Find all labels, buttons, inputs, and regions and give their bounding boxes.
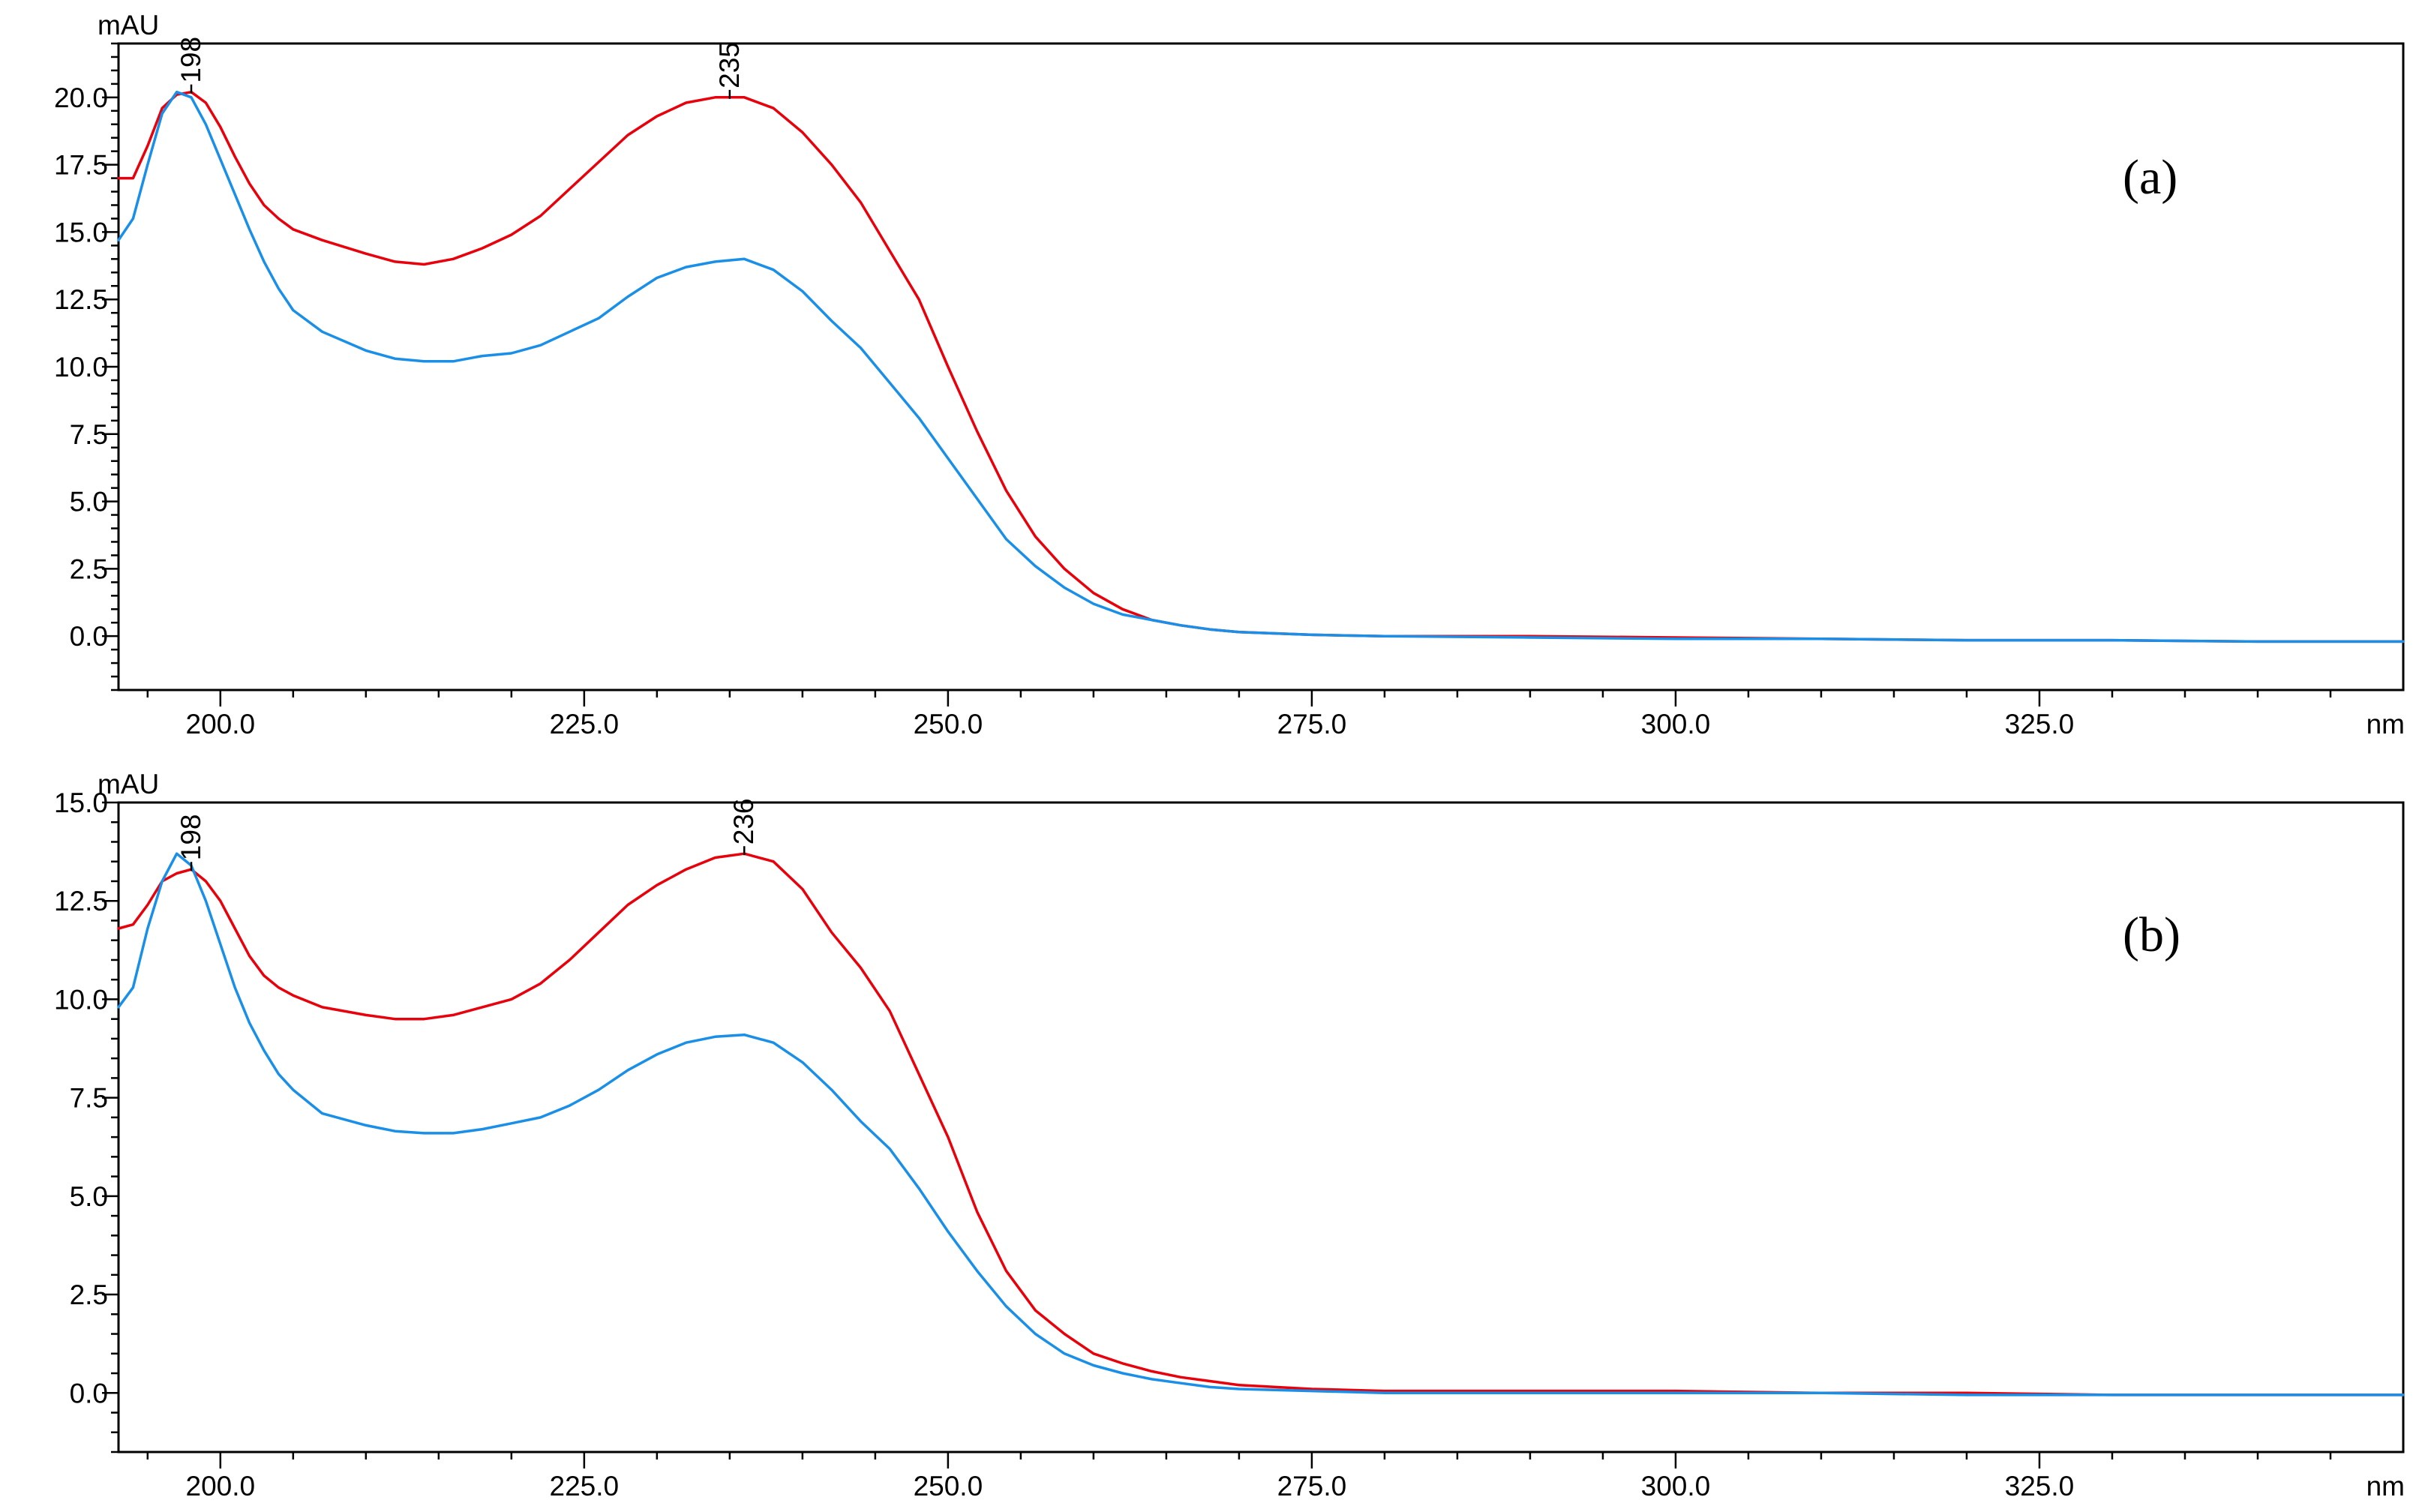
y-tick-label: 17.5	[54, 150, 108, 181]
y-unit-label: mAU	[98, 10, 159, 40]
y-tick-label: 0.0	[70, 621, 108, 652]
peak-label: 198	[176, 37, 206, 83]
x-tick-label: 225.0	[550, 709, 620, 740]
spectrum-line-red	[117, 90, 2405, 644]
spectrum-line-red	[117, 852, 2405, 1396]
x-tick-label: 250.0	[914, 709, 983, 740]
x-tick-label: 325.0	[2005, 1471, 2075, 1502]
y-tick-label: 7.5	[70, 419, 108, 450]
y-tick-label: 0.0	[70, 1378, 108, 1408]
plot-frame	[117, 801, 2405, 1454]
y-unit-label: mAU	[98, 769, 159, 800]
y-tick-label: 5.0	[70, 1181, 108, 1212]
y-tick-label: 12.5	[54, 886, 108, 916]
peak-label: 198	[176, 814, 206, 860]
plot-frame	[117, 42, 2405, 692]
y-tick-label: 12.5	[54, 284, 108, 315]
x-tick-label: 275.0	[1277, 1471, 1347, 1502]
x-tick-label: 275.0	[1277, 709, 1347, 740]
y-tick-label: 15.0	[54, 217, 108, 248]
y-tick-label: 2.5	[70, 554, 108, 584]
spectrum-line-blue	[117, 90, 2405, 644]
peak-label: 235	[714, 42, 745, 88]
x-tick-label: 300.0	[1641, 1471, 1711, 1502]
panel-label: (a)	[2123, 150, 2177, 205]
x-tick-label: 325.0	[2005, 709, 2075, 740]
y-tick-label: 10.0	[54, 984, 108, 1015]
y-tick-label: 7.5	[70, 1083, 108, 1114]
y-tick-label: 15.0	[54, 788, 108, 818]
y-tick-label: 10.0	[54, 352, 108, 382]
y-tick-label: 20.0	[54, 82, 108, 113]
x-unit-label: nm	[2366, 1471, 2405, 1502]
panel-label: (b)	[2123, 908, 2180, 962]
x-unit-label: nm	[2366, 709, 2405, 740]
peak-label: 236	[728, 798, 759, 844]
spectrum-line-blue	[117, 852, 2405, 1396]
x-tick-label: 300.0	[1641, 709, 1711, 740]
y-tick-label: 5.0	[70, 487, 108, 518]
x-tick-label: 250.0	[914, 1471, 983, 1502]
x-tick-label: 200.0	[186, 709, 256, 740]
x-tick-label: 200.0	[186, 1471, 256, 1502]
y-tick-label: 2.5	[70, 1280, 108, 1310]
x-tick-label: 225.0	[550, 1471, 620, 1502]
spectrum-panel-b: 0.0 2.5 5.0 7.5 10.0 12.5 15.0 200.0 225.0 250.0 2…	[54, 769, 2405, 1502]
spectrum-panel-a: 0.0 2.5 5.0 7.5 10.0 12.5 15.0 17.5 20.0 200.0 225…	[54, 10, 2405, 740]
